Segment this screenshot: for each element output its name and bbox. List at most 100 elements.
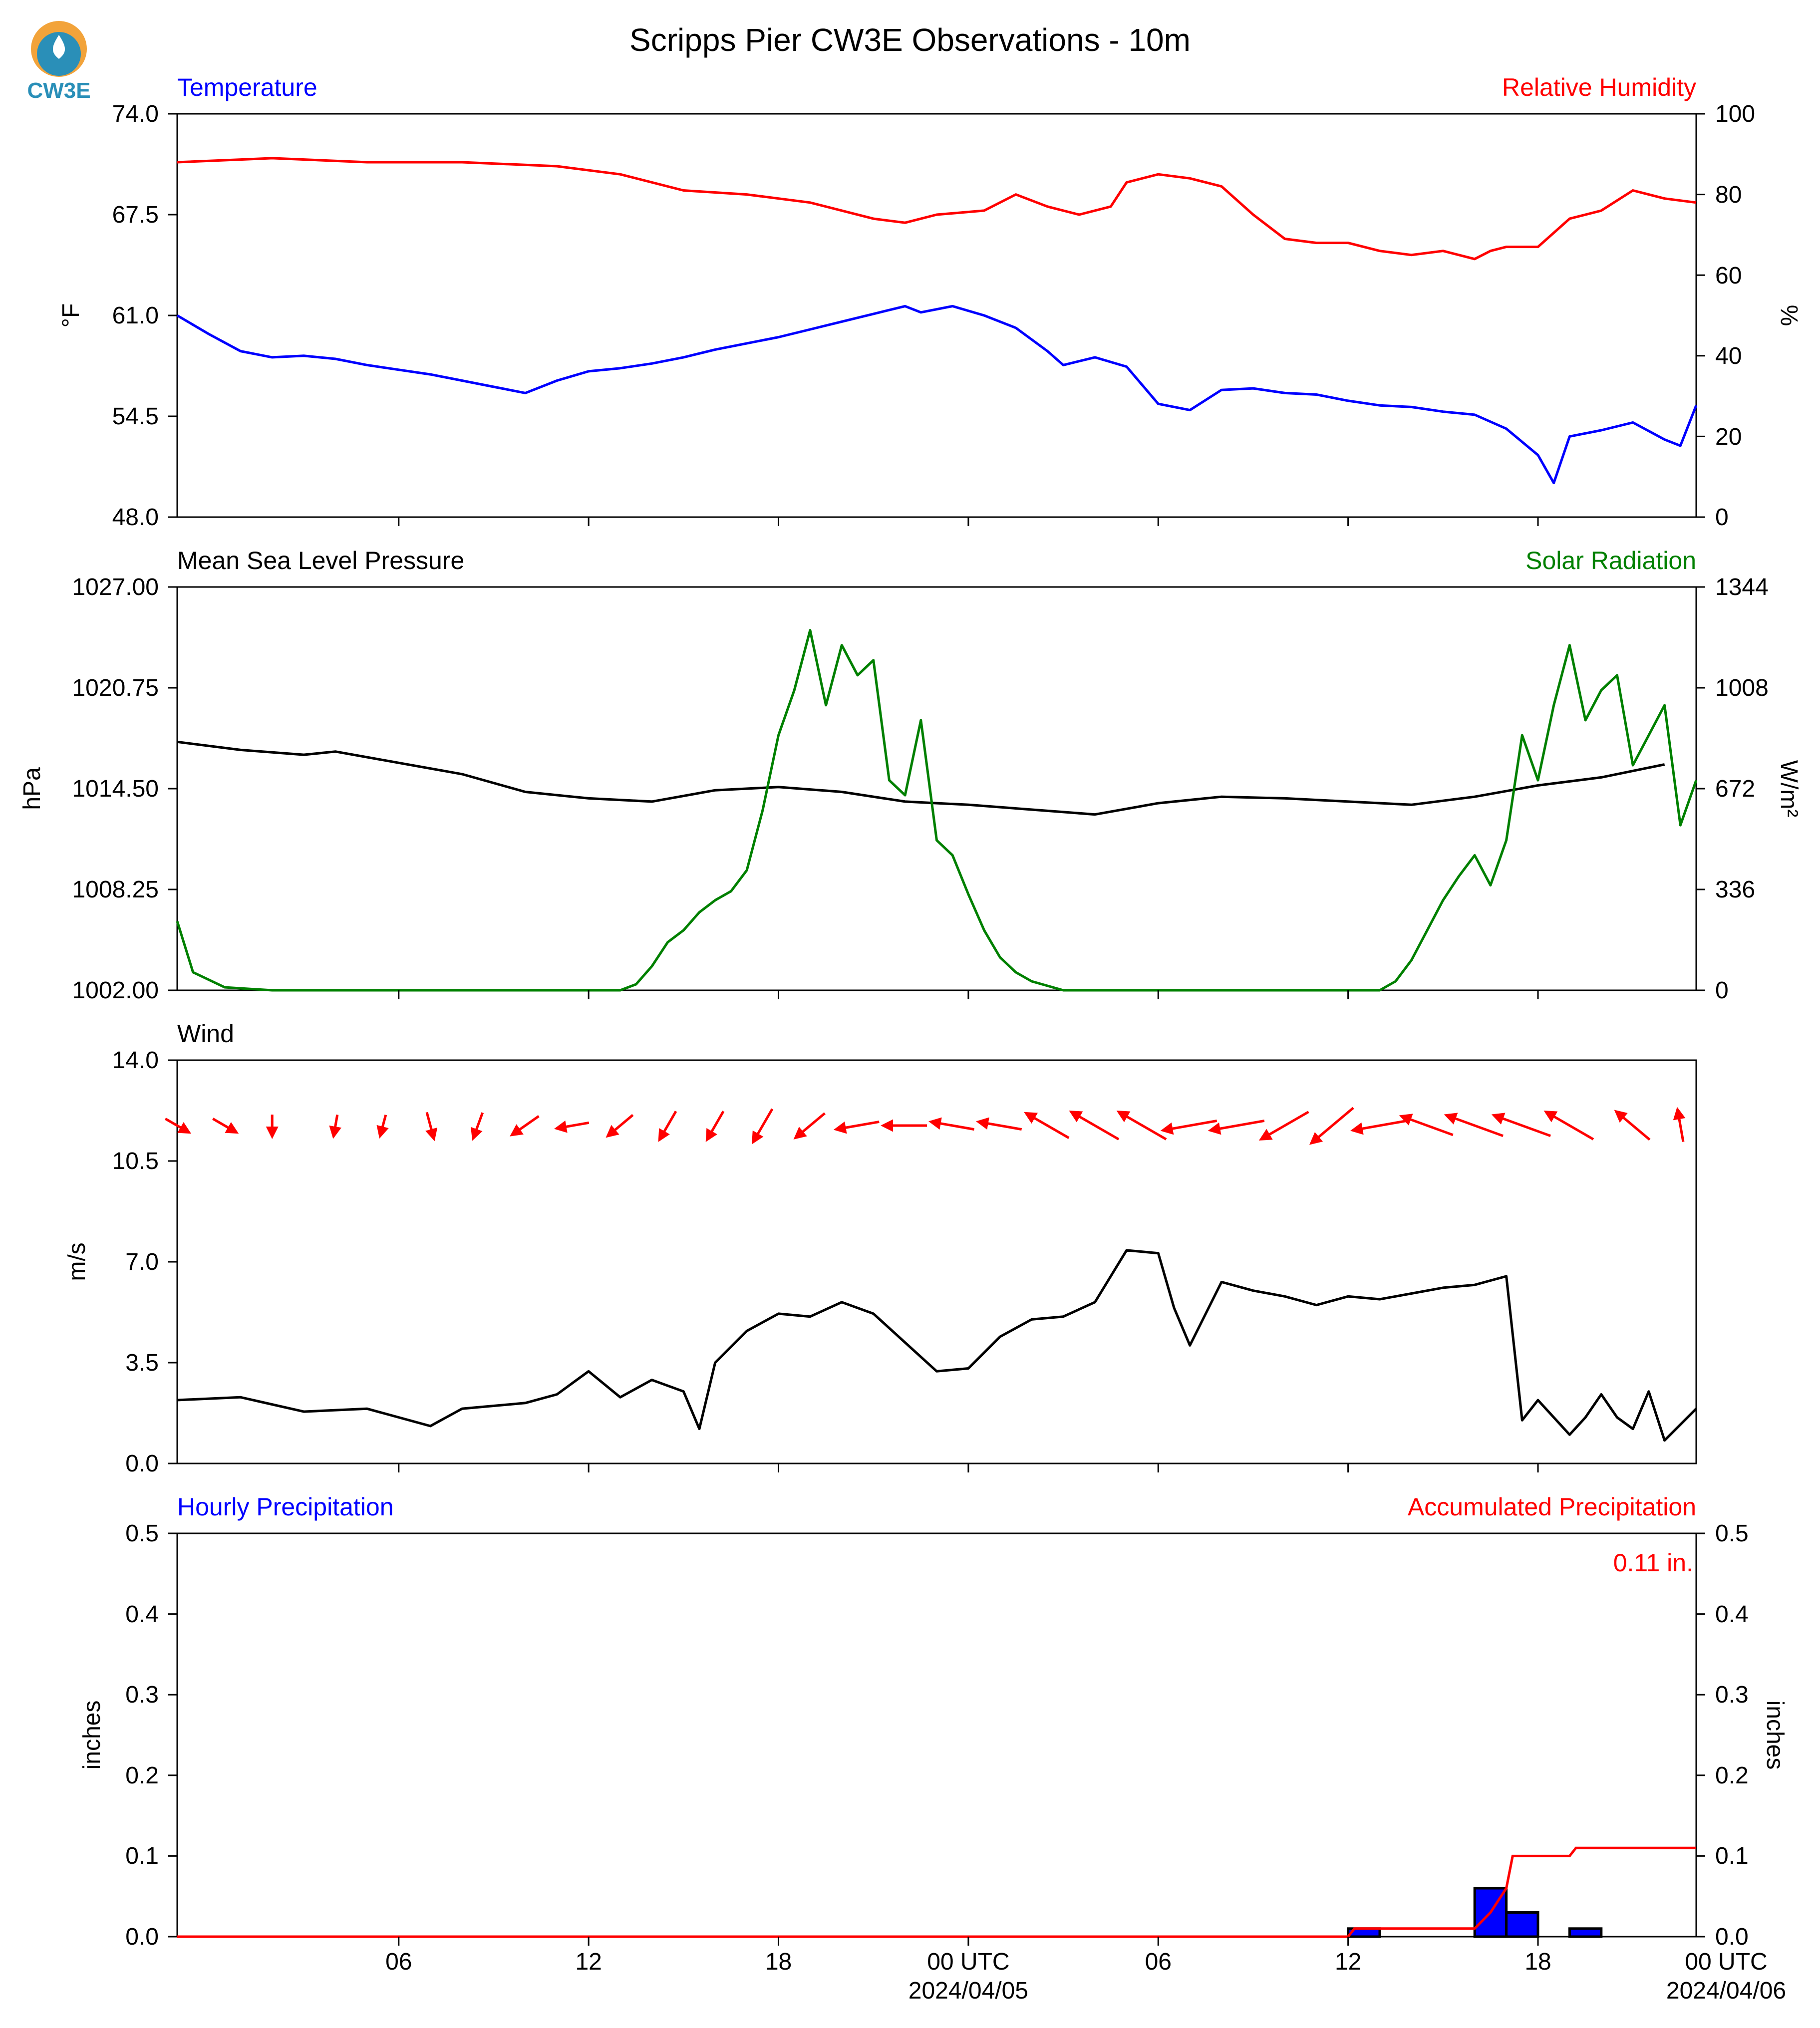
- wind-arrow-10: [658, 1111, 677, 1142]
- panel4-left-tick-1: 0.4: [125, 1601, 159, 1628]
- x-date-label-7: 2024/04/06: [1666, 1978, 1786, 2004]
- panel4-right-title: Accumulated Precipitation: [1408, 1493, 1696, 1521]
- panel4-right-tick-3: 0.2: [1715, 1762, 1749, 1789]
- wind-arrow-20: [1116, 1111, 1167, 1141]
- x-tick-label-7: 00 UTC: [1685, 1949, 1767, 1975]
- panel1-left-tick-3: 54.5: [112, 403, 159, 430]
- x-tick-label-0: 06: [385, 1949, 412, 1975]
- panel4-total-label: 0.11 in.: [1613, 1549, 1693, 1577]
- panel3-left-ylabel: m/s: [64, 1242, 90, 1281]
- panel4-left-ylabel: inches: [79, 1701, 105, 1770]
- panel4-right-ylabel: inches: [1762, 1701, 1788, 1770]
- panel2-right-tick-2: 672: [1715, 776, 1755, 802]
- panel1-right-tick-0: 100: [1715, 101, 1755, 127]
- temperature-line: [176, 304, 1698, 485]
- panel3-left-tick-2: 7.0: [125, 1249, 159, 1275]
- panel4-frame: [176, 1532, 1697, 1938]
- wind-arrow-8: [554, 1120, 590, 1133]
- x-axis-labels: 06 12 18 00 UTC 2024/04/05 06 12 18 00 UTC 2024/0…: [385, 1949, 1786, 2004]
- wind-arrow-11: [705, 1111, 725, 1142]
- wind-arrow-31: [1673, 1107, 1686, 1142]
- panel2-left-tick-3: 1008.25: [72, 876, 159, 903]
- precip-bar-2: [1505, 1911, 1539, 1938]
- wind-arrow-4: [376, 1115, 389, 1139]
- x-date-label-3: 2024/04/05: [909, 1978, 1028, 2004]
- panel1-series: [176, 157, 1698, 485]
- accumulated-precip-line: [177, 1846, 1696, 1938]
- panel1-left-tick-4: 48.0: [112, 504, 159, 531]
- panel4-left-title: Hourly Precipitation: [177, 1493, 394, 1521]
- panel4-left-tick-0: 0.5: [125, 1520, 159, 1547]
- panel3-left-tick-4: 0.0: [125, 1450, 159, 1477]
- panel4-left-ticks: 0.5 0.4 0.3 0.2 0.1 0.0: [125, 1520, 159, 1950]
- panel2-series: [176, 629, 1698, 992]
- panel1-right-ylabel: %: [1776, 305, 1802, 326]
- panel4-right-tick-5: 0.0: [1715, 1924, 1749, 1950]
- wind-arrow-21: [1160, 1119, 1217, 1135]
- wind-arrow-12: [752, 1108, 774, 1145]
- panel2-frame: [176, 586, 1697, 991]
- wind-arrow-29: [1543, 1110, 1594, 1141]
- wind-arrows: [164, 1107, 1686, 1145]
- panel4-left-tick-2: 0.3: [125, 1682, 159, 1708]
- x-tick-label-2: 18: [765, 1949, 792, 1975]
- tick-marks: [168, 113, 1705, 1946]
- panel3-left-tick-0: 14.0: [112, 1047, 159, 1074]
- panel2-right-ylabel: W/m²: [1776, 760, 1802, 818]
- panel1-right-title: Relative Humidity: [1502, 73, 1696, 101]
- wind-arrow-7: [510, 1115, 540, 1137]
- panel4-right-tick-1: 0.4: [1715, 1601, 1749, 1628]
- x-tick-label-3: 00 UTC: [927, 1949, 1009, 1975]
- wind-arrow-17: [976, 1117, 1022, 1131]
- panel1-left-tick-2: 61.0: [112, 302, 159, 329]
- panel4-right-tick-4: 0.1: [1715, 1843, 1749, 1869]
- panel1-left-title: Temperature: [177, 73, 317, 101]
- panel2-right-tick-1: 1008: [1715, 675, 1769, 701]
- panel1-left-ylabel: °F: [58, 303, 84, 328]
- panel3-left-ticks: 14.0 10.5 7.0 3.5 0.0: [112, 1047, 159, 1477]
- panel2-left-ticks: 1027.00 1020.75 1014.50 1008.25 1002.00: [72, 574, 159, 1004]
- wind-arrow-5: [425, 1112, 438, 1142]
- wind-arrow-14: [833, 1120, 880, 1134]
- panel1-frame: [176, 113, 1697, 518]
- panel1-left-tick-0: 74.0: [112, 101, 159, 127]
- wind-arrow-1: [212, 1118, 239, 1134]
- wind-arrow-23: [1258, 1111, 1309, 1141]
- wind-arrow-25: [1350, 1119, 1407, 1135]
- panel-precipitation: Hourly Precipitation Accumulated Precipi…: [79, 1493, 1788, 1950]
- panel3-frame: [176, 1059, 1697, 1464]
- panel2-left-title: Mean Sea Level Pressure: [177, 547, 464, 575]
- panel2-left-tick-4: 1002.00: [72, 977, 159, 1004]
- wind-arrow-18: [1024, 1112, 1070, 1139]
- wind-arrow-28: [1491, 1113, 1551, 1138]
- wind-speed-line: [177, 1249, 1697, 1442]
- panel3-left-tick-1: 10.5: [112, 1148, 159, 1174]
- panel-wind: Wind m/s 14.0 10.5 7.0 3.5 0.0: [64, 1020, 1697, 1477]
- x-tick-label-6: 18: [1524, 1949, 1551, 1975]
- wind-arrow-26: [1399, 1114, 1454, 1137]
- panel2-left-tick-0: 1027.00: [72, 574, 159, 600]
- wind-arrow-3: [329, 1114, 341, 1139]
- wind-arrow-19: [1069, 1111, 1120, 1141]
- panel1-right-ticks: 100 80 60 40 20 0: [1715, 101, 1755, 531]
- panel2-right-tick-3: 336: [1715, 876, 1755, 903]
- panel1-right-tick-4: 20: [1715, 424, 1742, 450]
- mean-sea-level-pressure-line: [177, 740, 1665, 816]
- wind-arrow-24: [1309, 1107, 1354, 1145]
- wind-arrow-0: [164, 1118, 192, 1134]
- x-tick-label-1: 12: [575, 1949, 602, 1975]
- panel4-left-tick-3: 0.2: [125, 1762, 159, 1789]
- panel1-right-tick-1: 80: [1715, 182, 1742, 208]
- panel-pressure-solar: Mean Sea Level Pressure Solar Radiation …: [19, 547, 1802, 1004]
- logo-drop-icon: [52, 35, 65, 59]
- panel2-right-title: Solar Radiation: [1525, 547, 1696, 575]
- panel3-left-title: Wind: [177, 1020, 234, 1048]
- panel1-right-tick-3: 40: [1715, 343, 1742, 369]
- cw3e-logo: CW3E: [27, 21, 91, 103]
- wind-arrow-22: [1208, 1119, 1265, 1135]
- panel2-left-ylabel: hPa: [19, 767, 45, 810]
- panel4-left-tick-5: 0.0: [125, 1924, 159, 1950]
- panel1-left-tick-1: 67.5: [112, 202, 159, 228]
- wind-arrow-16: [928, 1117, 974, 1131]
- logo-text: CW3E: [27, 78, 90, 103]
